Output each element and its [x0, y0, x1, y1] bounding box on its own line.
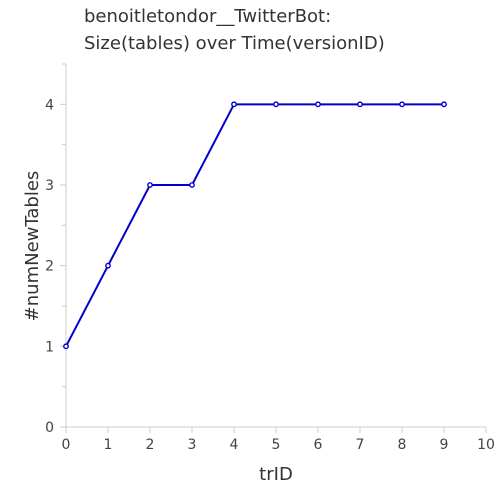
x-tick-label: 1: [104, 437, 113, 453]
y-tick-label: 4: [45, 97, 54, 113]
data-point: [399, 101, 405, 108]
data-point: [357, 101, 363, 108]
y-tick-label: 0: [45, 420, 54, 436]
chart-ticks: 0 1 2 3 4 5 6 7 8 9 10 0 1 2 3 4: [45, 63, 495, 453]
data-point: [105, 262, 111, 269]
x-tick-label: 7: [356, 437, 365, 453]
data-point: [273, 101, 279, 108]
data-point: [441, 101, 447, 108]
y-tick-label: 2: [45, 259, 54, 275]
data-point: [315, 101, 321, 108]
chart-series: [63, 101, 447, 350]
x-tick-label: 2: [146, 437, 155, 453]
chart-title-line-2: Size(tables) over Time(versionID): [84, 33, 385, 54]
y-tick-label: 1: [45, 339, 54, 355]
chart-axes: [65, 64, 486, 428]
y-axis-label: #numNewTables: [22, 171, 43, 322]
x-tick-label: 8: [398, 437, 407, 453]
x-tick-label: 9: [440, 437, 449, 453]
data-point: [147, 182, 153, 188]
series-line: [65, 103, 444, 347]
x-tick-label: 6: [314, 437, 323, 453]
y-tick-label: 3: [45, 178, 54, 194]
data-point: [189, 182, 195, 188]
data-point: [231, 101, 237, 108]
chart-title-line-1: benoitletondor__TwitterBot:: [84, 6, 332, 27]
data-point: [63, 343, 69, 350]
x-axis-label: trID: [259, 464, 293, 485]
x-tick-label: 0: [62, 437, 71, 453]
x-tick-label: 4: [230, 437, 239, 453]
x-tick-label: 10: [477, 437, 495, 453]
x-tick-label: 3: [188, 437, 197, 453]
x-tick-label: 5: [272, 437, 281, 453]
